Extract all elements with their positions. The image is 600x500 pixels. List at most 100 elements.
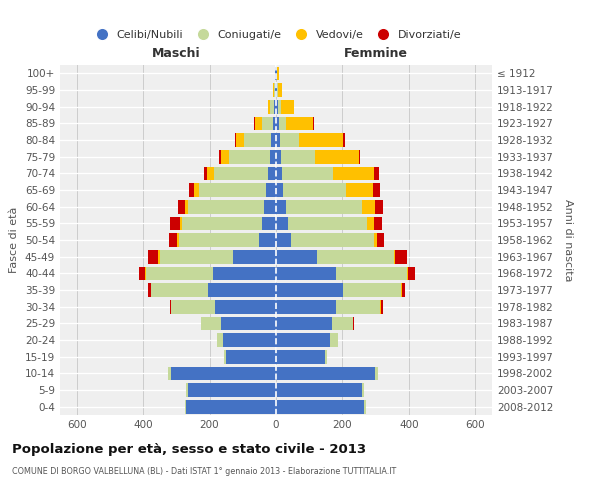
Bar [278,116,286,130]
Bar [185,400,186,413]
Bar [395,250,407,264]
Bar [158,250,160,264]
Bar [151,283,208,297]
Bar [266,183,276,197]
Bar [374,216,382,230]
Bar [271,100,274,114]
Bar [233,250,276,264]
Bar [215,300,276,314]
Bar [276,383,362,397]
Bar [299,133,343,147]
Bar [221,150,229,164]
Bar [276,133,280,147]
Bar [274,83,275,97]
Bar [276,166,282,180]
Bar [408,266,415,280]
Bar [359,150,361,164]
Bar [189,183,194,197]
Bar [276,300,337,314]
Bar [201,316,221,330]
Text: Popolazione per età, sesso e stato civile - 2013: Popolazione per età, sesso e stato civil… [12,442,366,456]
Bar [362,200,375,213]
Bar [276,316,332,330]
Bar [224,350,226,364]
Bar [343,133,345,147]
Bar [223,333,276,347]
Bar [276,216,288,230]
Bar [170,300,172,314]
Bar [276,250,317,264]
Text: Femmine: Femmine [344,47,407,60]
Bar [178,200,185,213]
Bar [276,100,278,114]
Bar [254,116,255,130]
Bar [286,200,362,213]
Bar [229,150,270,164]
Bar [276,350,325,364]
Bar [146,266,213,280]
Bar [172,300,215,314]
Bar [291,233,374,247]
Legend: Celibi/Nubili, Coniugati/e, Vedovi/e, Divorziati/e: Celibi/Nubili, Coniugati/e, Vedovi/e, Di… [86,25,466,44]
Bar [364,400,366,413]
Bar [213,266,276,280]
Bar [218,150,221,164]
Bar [276,333,330,347]
Bar [204,166,207,180]
Bar [374,166,379,180]
Bar [330,333,338,347]
Bar [265,200,276,213]
Bar [276,366,375,380]
Bar [178,233,179,247]
Bar [217,333,223,347]
Bar [373,183,380,197]
Bar [281,150,315,164]
Bar [226,350,276,364]
Bar [276,116,278,130]
Bar [235,133,236,147]
Bar [346,183,373,197]
Bar [179,233,259,247]
Text: COMUNE DI BORGO VALBELLUNA (BL) - Dati ISTAT 1° gennaio 2013 - Elaborazione TUTT: COMUNE DI BORGO VALBELLUNA (BL) - Dati I… [12,468,396,476]
Bar [268,166,276,180]
Y-axis label: Fasce di età: Fasce di età [10,207,19,273]
Bar [200,316,201,330]
Bar [276,233,291,247]
Bar [402,283,405,297]
Bar [293,100,294,114]
Bar [199,183,266,197]
Bar [375,200,383,213]
Bar [207,166,214,180]
Bar [276,150,281,164]
Bar [182,216,262,230]
Bar [353,316,354,330]
Bar [317,250,394,264]
Bar [274,100,276,114]
Bar [170,216,179,230]
Bar [179,216,182,230]
Bar [172,366,276,380]
Bar [244,133,271,147]
Bar [268,100,271,114]
Bar [255,116,262,130]
Y-axis label: Anni di nascita: Anni di nascita [563,198,573,281]
Bar [401,283,402,297]
Bar [208,283,276,297]
Bar [194,183,199,197]
Bar [139,266,145,280]
Bar [325,350,327,364]
Bar [221,316,276,330]
Bar [276,283,343,297]
Bar [272,116,276,130]
Bar [280,133,299,147]
Bar [276,183,283,197]
Bar [332,316,353,330]
Bar [277,66,278,80]
Bar [282,166,334,180]
Bar [381,300,383,314]
Bar [375,366,379,380]
Bar [276,400,364,413]
Bar [160,250,233,264]
Bar [168,366,172,380]
Bar [270,150,276,164]
